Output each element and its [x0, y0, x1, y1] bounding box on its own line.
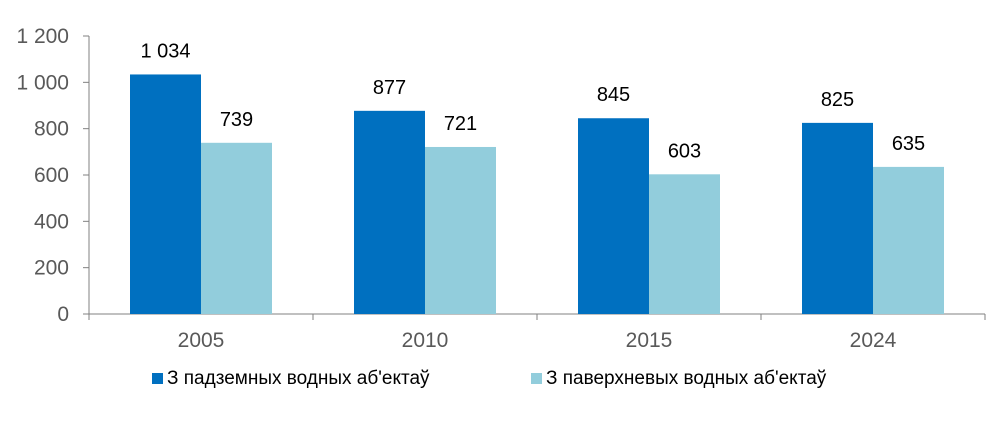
bar — [425, 146, 496, 314]
legend-label: З падземных водных аб'ектаў — [167, 368, 430, 389]
x-tick-label: 2005 — [178, 329, 225, 352]
bar — [201, 142, 272, 314]
x-tick-label: 2015 — [626, 329, 673, 352]
y-tick-label: 200 — [34, 257, 69, 280]
x-tick-label: 2010 — [402, 329, 449, 352]
y-tick-label: 0 — [57, 303, 69, 326]
legend: З падземных водных аб'ектаў З паверхневых… — [152, 368, 827, 389]
bar — [802, 122, 873, 314]
data-label: 825 — [821, 89, 854, 111]
data-label: 1 034 — [140, 40, 190, 62]
bar — [130, 74, 201, 314]
data-label: 739 — [220, 109, 253, 131]
legend-swatch — [152, 373, 163, 384]
y-tick-label: 600 — [34, 164, 69, 187]
bar — [873, 166, 944, 314]
legend-label: З паверхневых водных аб'ектаў — [546, 368, 827, 389]
y-tick-label: 1 000 — [16, 71, 69, 94]
bar — [354, 110, 425, 314]
data-labels: 1 034 739 877 721 845 603 825 635 — [140, 40, 925, 162]
axes: 0 200 400 600 800 1 000 1 200 2005 2010 2015 2024 — [16, 25, 986, 352]
data-label: 877 — [373, 77, 406, 99]
x-tick-label: 2024 — [850, 329, 897, 352]
legend-swatch — [531, 373, 542, 384]
y-tick-label: 1 200 — [16, 25, 69, 48]
data-label: 721 — [444, 113, 477, 135]
bar — [649, 174, 720, 314]
bar — [578, 118, 649, 314]
y-tick-label: 800 — [34, 118, 69, 141]
data-label: 635 — [892, 133, 925, 155]
y-tick-label: 400 — [34, 210, 69, 233]
data-label: 845 — [597, 84, 630, 106]
bars — [130, 74, 944, 314]
data-label: 603 — [668, 140, 701, 162]
